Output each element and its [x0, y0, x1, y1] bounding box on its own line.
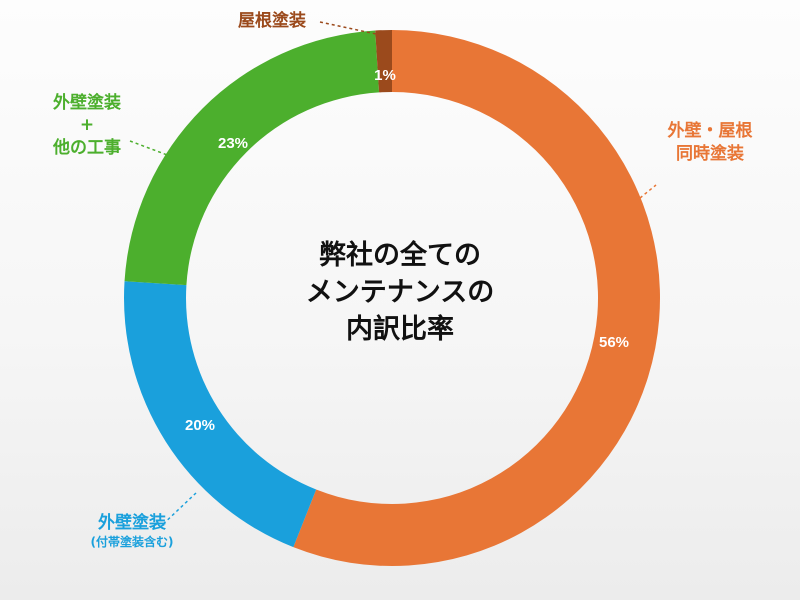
percentage-labels: 56% 20% 23% 1%: [185, 67, 629, 434]
slice-label-line: 外壁塗装: [98, 513, 166, 533]
slice-label-roof-wall: 外壁・屋根 同時塗装: [654, 120, 766, 166]
center-title-line: メンテナンスの: [305, 276, 495, 308]
slice-label-wall-paint: 外壁塗装 (付帯塗装含む): [62, 512, 202, 551]
slice-label-wall-plus-other: 外壁塗装 + 他の工事: [22, 92, 152, 159]
slice-label-line: (付帯塗装含む): [90, 535, 174, 550]
pct-label-wall-paint: 20%: [185, 417, 215, 434]
donut-slices: [124, 30, 660, 566]
slice-wall-paint: [124, 281, 317, 548]
leader-line-roof-wall: [639, 184, 657, 199]
slice-label-line: 同時塗装: [676, 143, 744, 164]
slice-roof-wall: [293, 30, 660, 566]
leader-lines: [129, 21, 657, 529]
pct-label-roof-wall: 56%: [599, 334, 629, 351]
pct-label-wall-plus-other: 23%: [218, 135, 248, 152]
slice-label-line: +: [79, 115, 95, 136]
slice-label-line: 屋根塗装: [238, 11, 306, 31]
pct-label-roof-paint: 1%: [374, 67, 396, 84]
chart-center-title: 弊社の全ての メンテナンスの 内訳比率: [280, 238, 520, 349]
slice-label-line: 外壁・屋根: [667, 121, 753, 141]
leader-line-wall-paint: [158, 492, 197, 529]
slice-roof-paint: [375, 30, 392, 93]
leader-line-wall-plus-other: [129, 140, 171, 157]
slice-label-line: 他の工事: [53, 137, 121, 158]
slice-label-line: 外壁塗装: [53, 93, 121, 113]
center-title-line: 内訳比率: [346, 313, 454, 345]
slice-wall-plus-other: [124, 30, 380, 286]
center-title-line: 弊社の全ての: [319, 240, 481, 271]
leader-line-roof-paint: [319, 21, 377, 35]
slice-label-roof-paint: 屋根塗装: [222, 10, 322, 32]
